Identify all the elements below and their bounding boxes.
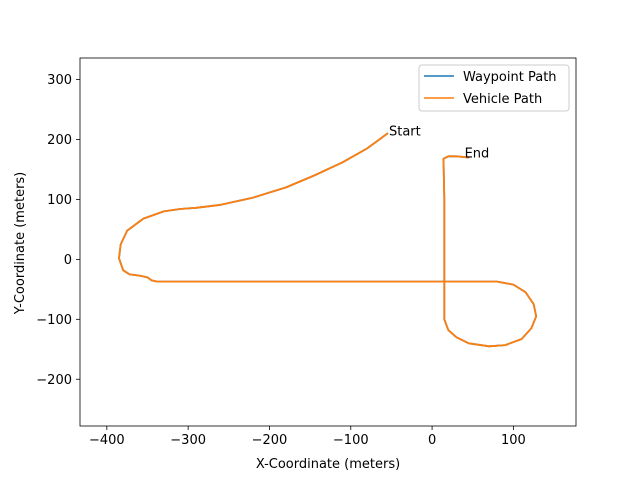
annotation-start: Start (389, 124, 421, 139)
annotation-end: End (465, 146, 490, 161)
legend: Waypoint Path Vehicle Path (418, 64, 570, 112)
y-tick-label: 100 (47, 193, 72, 208)
legend-label-waypoint-path: Waypoint Path (463, 70, 557, 85)
y-tick-label: 300 (47, 73, 72, 88)
x-tick-label: 0 (428, 433, 436, 448)
axis-ticks: −400 −300 −200 −100 0 100 −200 −100 0 100 200 300 (36, 73, 526, 448)
series-line-vehicle-path (118, 132, 538, 348)
x-tick-label: −100 (333, 433, 369, 448)
y-axis-label: Y-Coordinate (meters) (13, 172, 28, 316)
x-tick-label: −300 (170, 433, 206, 448)
x-axis-label: X-Coordinate (meters) (256, 457, 400, 472)
legend-label-vehicle-path: Vehicle Path (463, 92, 542, 107)
plot-area (79, 57, 577, 427)
y-tick-label: −200 (36, 373, 72, 388)
y-tick-label: 0 (64, 253, 72, 268)
x-tick-label: −200 (252, 433, 288, 448)
y-tick-label: 200 (47, 133, 72, 148)
x-tick-label: −400 (89, 433, 125, 448)
annotations: Start End (389, 124, 489, 161)
axes-frame (79, 57, 577, 427)
y-tick-label: −100 (36, 313, 72, 328)
x-tick-label: 100 (501, 433, 526, 448)
legend-frame (418, 64, 570, 112)
